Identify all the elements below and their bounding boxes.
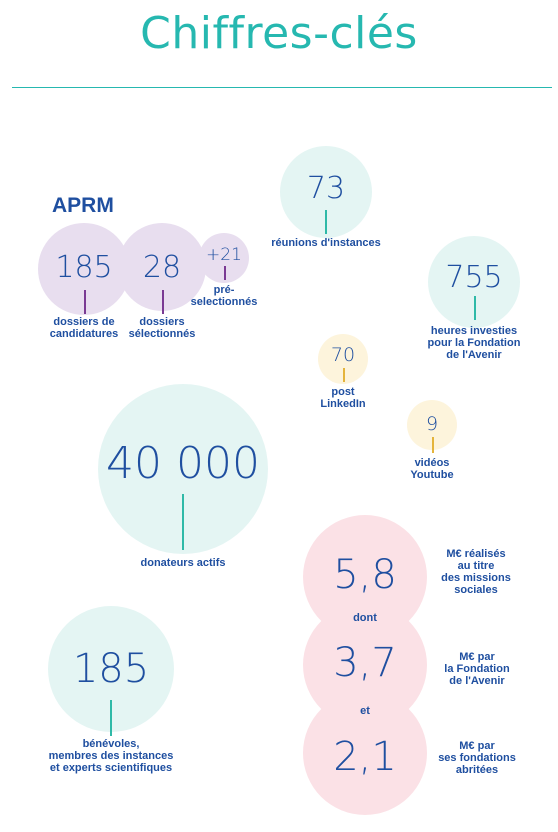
candidatures-connector — [84, 290, 86, 314]
missions-fondation-label: M€ par la Fondation de l'Avenir — [444, 651, 510, 687]
reunions-label: réunions d'instances — [271, 237, 381, 249]
reunions-connector — [325, 210, 327, 234]
missions-abritees-circle — [303, 691, 427, 815]
benevoles-connector — [110, 700, 112, 736]
missions-abritees-value: 2,1 — [333, 734, 397, 780]
benevoles-value: 185 — [72, 646, 150, 692]
linkedin-label: post LinkedIn — [320, 386, 366, 410]
youtube-value: 9 — [425, 413, 439, 435]
missions-abritees-label: M€ par ses fondations abritées — [438, 740, 516, 776]
missions-fondation-value: 3,7 — [333, 640, 397, 686]
title-divider — [12, 87, 552, 88]
preselectionnes-value: +21 — [206, 245, 242, 265]
donateurs-value: 40 000 — [106, 438, 260, 489]
linkedin-value: 70 — [330, 344, 356, 366]
youtube-label: vidéos Youtube — [410, 457, 454, 481]
selectionnes-connector — [162, 290, 164, 314]
heures-connector — [474, 296, 476, 320]
selectionnes-value: 28 — [142, 250, 182, 285]
preselectionnes-label: pré- selectionnés — [190, 284, 258, 308]
missions-total-value: 5,8 — [333, 552, 397, 598]
heures-value: 755 — [445, 260, 503, 295]
reunions-value: 73 — [306, 171, 346, 206]
benevoles-label: bénévoles, membres des instances et expe… — [48, 738, 174, 774]
page-title: Chiffres-clés — [140, 8, 418, 59]
missions-total-label: M€ réalisés au titre des missions social… — [441, 548, 511, 596]
donateurs-label: donateurs actifs — [140, 557, 226, 569]
linkedin-connector — [343, 368, 345, 382]
preselectionnes-connector — [224, 266, 226, 280]
candidatures-value: 185 — [55, 250, 113, 285]
missions-dont-text: dont — [353, 612, 377, 624]
heures-label: heures investies pour la Fondation de l'… — [427, 325, 521, 361]
donateurs-connector — [182, 494, 184, 550]
aprm-heading: APRM — [52, 194, 114, 217]
missions-et-text: et — [360, 705, 370, 717]
candidatures-label: dossiers de candidatures — [49, 316, 119, 340]
selectionnes-label: dossiers sélectionnés — [128, 316, 196, 340]
youtube-connector — [432, 437, 434, 453]
